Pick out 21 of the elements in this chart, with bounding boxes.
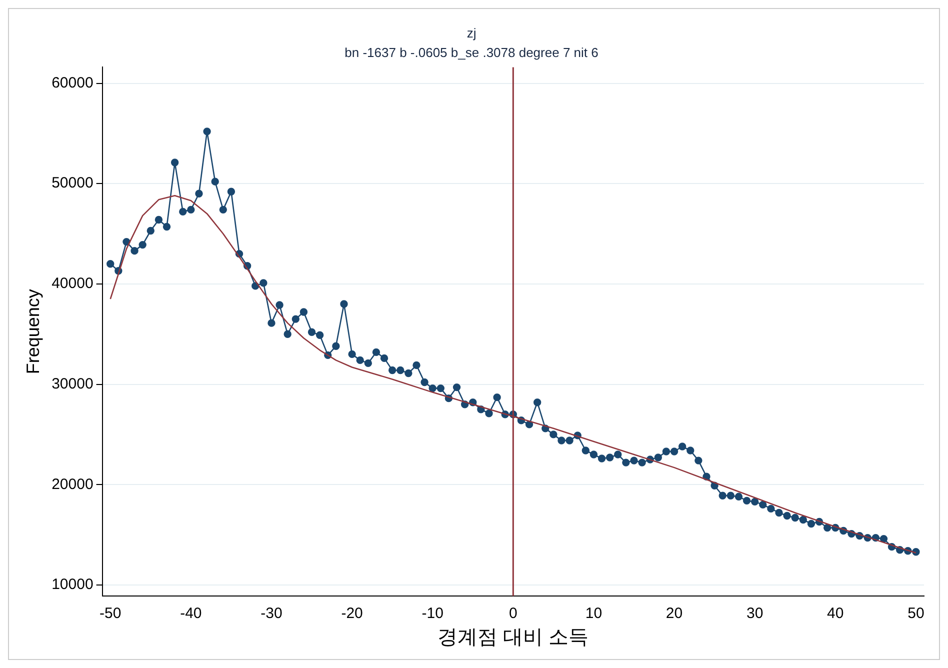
x-tick-label: -30 [260, 605, 282, 622]
y-tick-label: 20000 [52, 476, 94, 493]
y-tick-label: 40000 [52, 275, 94, 292]
y-tick-label: 30000 [52, 375, 94, 392]
x-tick-label: -20 [341, 605, 363, 622]
x-tick-label: 30 [746, 605, 764, 622]
chart-title: zj [466, 25, 476, 40]
y-axis-title: Frequency [22, 289, 43, 374]
y-tick-label: 60000 [52, 74, 94, 92]
x-tick-label: -40 [180, 605, 202, 622]
x-tick-label: 0 [508, 605, 518, 622]
y-tick-label: 50000 [52, 174, 94, 192]
x-tick-label: 10 [585, 605, 602, 622]
y-tick-label: 10000 [52, 576, 94, 594]
x-axis-title: 경계점 대비 소득 [438, 626, 589, 649]
x-tick-label: 20 [666, 605, 683, 622]
x-tick-label: 50 [908, 605, 924, 622]
x-tick-label: 40 [827, 605, 844, 622]
x-tick-label: -10 [422, 605, 444, 622]
chart-subtitle: bn -1637 b -.0605 b_se .3078 degree 7 nit 6 [344, 44, 598, 60]
x-tick-label: -50 [100, 605, 122, 622]
